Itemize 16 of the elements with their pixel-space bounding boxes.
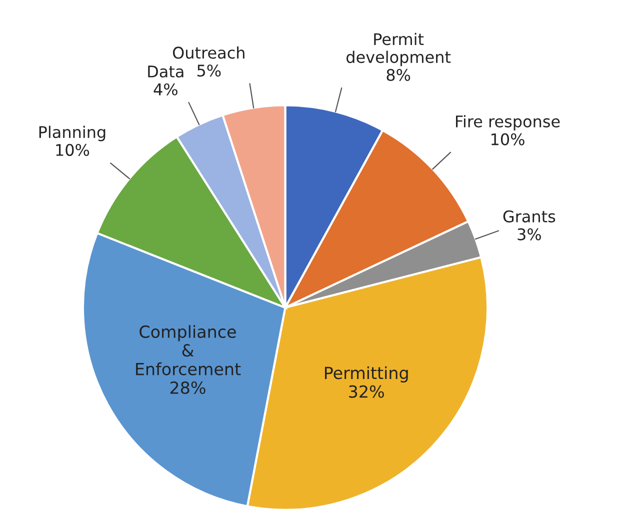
data-label: 10%	[56, 144, 90, 156]
slice-label: Data	[148, 66, 184, 78]
slice-label: Permitting	[324, 366, 408, 382]
slice-label: Grants	[503, 210, 556, 222]
slice-label: Fire response	[456, 115, 560, 131]
slice-label: Outreach	[172, 46, 244, 59]
slice-label: Compliance & Enforcement	[136, 325, 241, 376]
slice-label: Planning	[39, 126, 106, 142]
data-label: 4%	[154, 83, 178, 96]
data-label: 32%	[349, 385, 384, 398]
data-label: 5%	[197, 64, 221, 77]
data-label: 10%	[492, 133, 524, 146]
data-label: 3%	[518, 228, 541, 240]
data-label: 8%	[386, 68, 410, 81]
data-label: 28%	[170, 381, 206, 394]
slice-label: Permit development	[346, 32, 451, 66]
